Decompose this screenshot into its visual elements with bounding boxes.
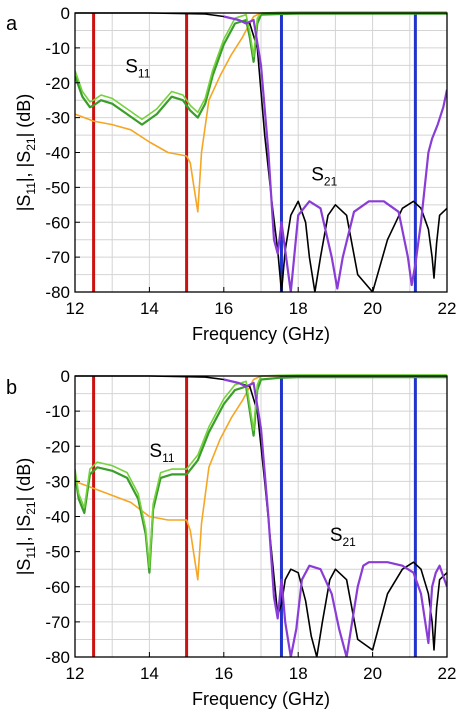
series-line-2 [75, 12, 447, 126]
y-tick-label: -70 [45, 613, 70, 632]
x-tick-label: 18 [289, 299, 308, 318]
chart-panel-a: a 0 -10 -20 -30 -40 -50 -60 -70 -80 12 14 16 18 20 22… [6, 4, 456, 344]
x-tick-label: 16 [214, 664, 233, 683]
series-line-0 [75, 12, 447, 213]
x-tick-label: 22 [438, 299, 457, 318]
y-tick-label: -60 [45, 578, 70, 597]
x-axis-label-b: Frequency (GHz) [192, 689, 330, 709]
grid-a [75, 13, 447, 292]
x-ticks-b: 12 14 16 18 20 22 [66, 652, 457, 683]
chart-panel-b: b 0 -10 -20 -30 -40 -50 -60 -70 -80 12 14 16 18 20 22… [6, 367, 456, 709]
x-axis-label-a: Frequency (GHz) [192, 324, 330, 344]
y-tick-label: -70 [45, 248, 70, 267]
x-tick-label: 16 [214, 299, 233, 318]
y-axis-label-a: |S11|, |S21| (dB) [14, 94, 38, 212]
x-tick-label: 20 [363, 299, 382, 318]
x-tick-label: 18 [289, 664, 308, 683]
band-edge-lines-b [92, 376, 417, 657]
annotations-b: S11 S21 [149, 441, 356, 549]
annotations-a: S11 S21 [125, 56, 337, 188]
y-tick-label: -50 [45, 543, 70, 562]
grid-b [75, 376, 447, 657]
series-line-3 [75, 374, 447, 569]
y-tick-label: -20 [45, 437, 70, 456]
x-tick-label: 14 [140, 299, 159, 318]
panel-label-b: b [6, 377, 17, 399]
x-tick-label: 20 [363, 664, 382, 683]
band-edge-lines-a [92, 13, 417, 292]
x-tick-label: 12 [66, 299, 85, 318]
y-axis-label-b: |S11|, |S21| (dB) [14, 458, 38, 576]
y-tick-label: -50 [45, 178, 70, 197]
y-tick-label: -20 [45, 74, 70, 93]
series-annotation: S11 [125, 56, 150, 80]
series-line-1 [75, 375, 447, 657]
series-line-4 [223, 378, 447, 657]
x-tick-label: 14 [140, 664, 159, 683]
y-tick-label: -80 [45, 648, 70, 667]
y-tick-label: -30 [45, 109, 70, 128]
y-tick-label: 0 [61, 367, 70, 386]
y-tick-label: -10 [45, 402, 70, 421]
series-line-2 [75, 376, 447, 574]
y-tick-label: -60 [45, 213, 70, 232]
x-ticks-a: 12 14 16 18 20 22 [66, 287, 457, 318]
panel-label-a: a [6, 13, 18, 35]
series-annotation: S11 [149, 441, 174, 465]
y-tick-label: -80 [45, 283, 70, 302]
series-annotation: S21 [330, 525, 356, 549]
series-line-1 [75, 12, 447, 292]
series-line-4 [223, 15, 447, 292]
y-tick-label: -40 [45, 144, 70, 163]
y-ticks-b: 0 -10 -20 -30 -40 -50 -60 -70 -80 [45, 367, 80, 667]
x-tick-label: 12 [66, 664, 85, 683]
series-annotation: S21 [311, 164, 337, 188]
series-b [75, 374, 447, 657]
y-tick-label: -10 [45, 39, 70, 58]
y-tick-label: -40 [45, 508, 70, 527]
series-a [75, 11, 447, 292]
y-tick-label: 0 [61, 4, 70, 23]
y-tick-label: -30 [45, 472, 70, 491]
x-tick-label: 22 [438, 664, 457, 683]
y-ticks-a: 0 -10 -20 -30 -40 -50 -60 -70 -80 [45, 4, 80, 302]
series-line-3 [75, 11, 447, 121]
